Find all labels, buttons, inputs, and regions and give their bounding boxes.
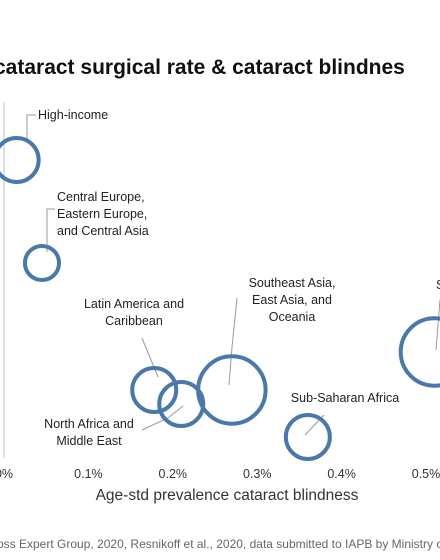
bubble-label-0: High-income bbox=[38, 108, 108, 122]
x-axis-label: Age-std prevalence cataract blindness bbox=[96, 487, 359, 504]
bubble-label-5: Sub-Saharan Africa bbox=[291, 391, 399, 405]
x-tick-labels: 0% 0.1% 0.2% 0.3% 0.4% 0.5% bbox=[0, 467, 440, 481]
callout-line-2 bbox=[141, 337, 159, 378]
bubble-label-3: North Africa and Middle East bbox=[44, 417, 134, 448]
x-tick-label-3: 0.3% bbox=[243, 467, 272, 481]
chart-title: cataract surgical rate & cataract blindn… bbox=[0, 56, 405, 79]
x-tick-label-5: 0.5% bbox=[412, 467, 440, 481]
callout-line-1 bbox=[46, 208, 55, 252]
callout-line-3 bbox=[141, 405, 184, 431]
callout-line-4 bbox=[228, 297, 238, 386]
bubble-0 bbox=[0, 136, 41, 184]
callout-line-0 bbox=[26, 114, 36, 140]
bubble-label-1: Central Europe, Eastern Europe, and Centra… bbox=[57, 190, 149, 238]
bubble-1 bbox=[22, 243, 62, 283]
bubble-4 bbox=[196, 354, 268, 426]
callout-lines bbox=[26, 114, 440, 436]
x-tick-label-0: 0% bbox=[0, 467, 13, 481]
bubble-6 bbox=[398, 316, 440, 388]
bubble-5 bbox=[283, 413, 332, 461]
x-tick-label-2: 0.2% bbox=[159, 467, 188, 481]
bubble-label-2: Latin America and Caribbean bbox=[84, 297, 184, 328]
bubbles bbox=[0, 136, 440, 461]
bubble-2 bbox=[130, 366, 179, 414]
x-tick-label-1: 0.1% bbox=[74, 467, 103, 481]
bubble-label-6: S bbox=[436, 278, 440, 292]
callout-line-6 bbox=[435, 299, 440, 351]
x-tick-label-4: 0.4% bbox=[327, 467, 356, 481]
bubble-label-4: Southeast Asia, East Asia, and Oceania bbox=[249, 276, 336, 324]
source-note: oss Expert Group, 2020, Resnikoff et al.… bbox=[0, 537, 440, 551]
bubble-labels: High-income Central Europe, Eastern Europe… bbox=[38, 108, 440, 448]
